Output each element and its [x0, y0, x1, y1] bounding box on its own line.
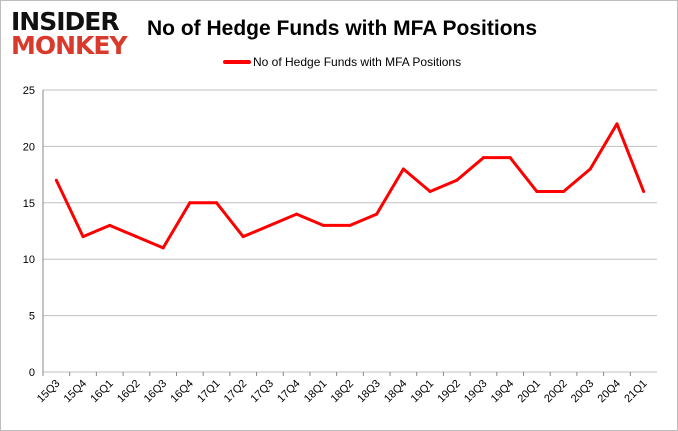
x-tick-label: 15Q3: [35, 378, 63, 406]
x-tick-label: 19Q2: [435, 378, 463, 406]
x-tick-label: 18Q4: [382, 378, 410, 406]
data-point: [508, 156, 512, 160]
x-tick-label: 18Q2: [329, 378, 357, 406]
data-point: [401, 167, 405, 171]
data-point: [588, 167, 592, 171]
data-point: [241, 235, 245, 239]
data-point: [161, 246, 165, 250]
x-tick-label: 18Q1: [302, 378, 330, 406]
data-point: [108, 223, 112, 227]
data-point: [455, 178, 459, 182]
x-tick-label: 19Q4: [489, 378, 517, 406]
legend-swatch: [223, 60, 251, 64]
data-point: [615, 122, 619, 126]
data-point: [295, 212, 299, 216]
legend: No of Hedge Funds with MFA Positions: [223, 55, 461, 69]
x-tick-label: 18Q3: [355, 378, 383, 406]
x-tick-label: 19Q3: [462, 378, 490, 406]
y-tick-label: 25: [23, 85, 35, 97]
x-tick-label: 21Q1: [622, 378, 650, 406]
x-tick-label: 17Q2: [222, 378, 250, 406]
y-tick-label: 5: [29, 311, 35, 323]
data-point: [428, 190, 432, 194]
x-tick-label: 20Q2: [542, 378, 570, 406]
data-point: [215, 201, 219, 205]
y-tick-label: 10: [23, 254, 35, 266]
x-tick-label: 20Q3: [569, 378, 597, 406]
data-point: [348, 223, 352, 227]
x-tick-label: 17Q3: [249, 378, 277, 406]
logo-insider: INSIDER: [11, 7, 120, 36]
data-point: [481, 156, 485, 160]
y-tick-label: 20: [23, 141, 35, 153]
x-tick-label: 15Q4: [62, 378, 90, 406]
x-tick-label: 16Q1: [88, 378, 116, 406]
data-point: [535, 190, 539, 194]
data-point: [321, 223, 325, 227]
x-tick-label: 16Q3: [142, 378, 170, 406]
x-tick-label: 16Q2: [115, 378, 143, 406]
x-tick-label: 17Q4: [275, 378, 303, 406]
x-tick-label: 20Q4: [596, 378, 624, 406]
data-point: [134, 235, 138, 239]
x-tick-label: 16Q4: [168, 378, 196, 406]
data-point: [268, 223, 272, 227]
data-point: [642, 190, 646, 194]
logo-monkey: MONKEY: [11, 31, 128, 60]
x-tick-label: 19Q1: [409, 378, 437, 406]
legend-label: No of Hedge Funds with MFA Positions: [253, 55, 462, 69]
x-tick-label: 20Q1: [515, 378, 543, 406]
chart-title: No of Hedge Funds with MFA Positions: [147, 17, 538, 40]
data-point: [188, 201, 192, 205]
data-point: [562, 190, 566, 194]
data-point: [375, 212, 379, 216]
data-point: [54, 178, 58, 182]
x-tick-label: 17Q1: [195, 378, 223, 406]
series-line: [54, 122, 646, 250]
y-tick-label: 0: [29, 367, 35, 379]
data-point: [81, 235, 85, 239]
y-tick-label: 15: [23, 198, 35, 210]
